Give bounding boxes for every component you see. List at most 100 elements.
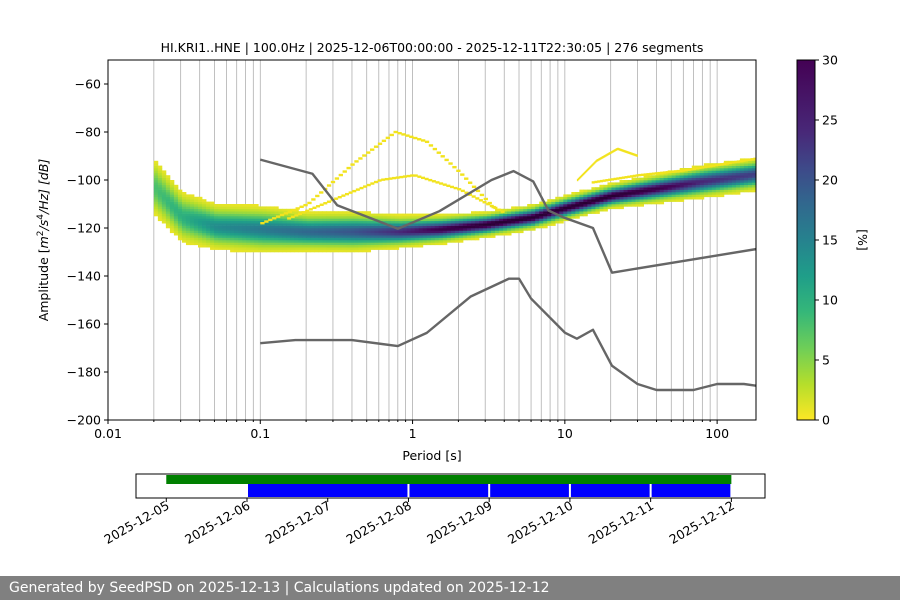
density-cell [462,220,468,224]
outlier-cell [500,210,505,213]
density-cell [470,230,476,234]
density-cell [595,192,600,195]
density-cell [547,204,552,207]
density-cell [298,218,303,222]
density-cell [479,218,484,222]
density-cell [454,235,460,238]
density-cell [675,180,681,183]
density-cell [254,216,259,219]
density-cell [619,180,624,183]
density-cell [446,216,452,219]
density-cell [185,216,191,219]
density-cell [218,228,223,231]
density-cell [727,163,733,166]
density-cell [342,228,347,231]
density-cell [446,232,452,236]
density-cell [378,213,384,217]
density-cell [246,235,251,238]
density-cell [238,249,243,253]
density-cell [479,232,484,236]
density-cell [222,225,227,229]
density-cell [185,204,191,207]
density-cell [474,216,480,219]
density-cell [611,184,616,188]
density-cell [410,216,416,219]
density-cell [157,170,163,174]
density-cell [282,208,287,212]
density-cell [434,235,440,238]
density-cell [202,240,207,243]
density-cell [495,230,500,234]
density-cell [346,237,351,241]
density-cell [599,184,604,188]
density-cell [310,235,315,238]
density-cell [527,220,532,224]
density-cell [551,208,556,212]
density-cell [198,211,203,214]
density-cell [378,247,384,250]
density-cell [394,218,400,222]
density-cell [326,240,331,243]
density-cell [334,232,339,236]
density-cell [559,204,564,207]
outlier-cell [464,177,469,180]
density-cell [169,184,175,188]
density-cell [330,213,335,217]
density-cell [334,220,339,224]
density-cell [615,194,620,198]
density-cell [286,230,291,234]
density-cell [402,213,408,217]
density-cell [491,216,496,219]
density-cell [274,240,279,243]
density-cell [587,206,592,210]
outlier-cell [330,180,336,184]
density-cell [173,184,179,188]
density-cell [322,218,327,222]
density-cell [210,220,215,224]
density-cell [318,218,323,222]
density-cell [450,220,456,224]
density-cell [386,216,392,219]
density-cell [703,170,709,174]
density-cell [667,177,673,181]
density-cell [346,249,351,253]
density-cell [635,184,640,188]
density-cell [575,211,580,214]
outlier-cell [578,176,581,180]
density-cell [575,204,580,207]
density-cell [747,189,753,193]
density-cell [181,220,187,224]
density-cell [571,208,576,212]
density-cell [210,223,215,226]
outlier-cell [381,139,387,143]
density-cell [230,218,235,222]
density-cell [719,175,725,178]
density-cell [254,247,259,250]
density-cell [334,237,339,241]
density-cell [334,216,339,219]
outlier-cell [315,194,320,198]
density-cell [366,225,372,229]
outlier-cell [624,176,628,179]
density-cell [402,244,408,248]
outlier-cell [736,160,740,163]
density-cell [390,230,396,234]
density-cell [691,192,697,195]
density-cell [643,180,649,183]
outlier-cell [605,179,609,182]
density-cell [378,244,384,248]
outlier-cell [471,195,476,198]
density-cell [322,244,327,248]
density-cell [723,187,729,190]
density-cell [250,216,255,219]
density-cell [286,213,291,217]
density-cell [366,235,372,238]
density-cell [687,172,693,176]
outlier-cell [467,181,473,184]
colorbar-tick-label: 0 [822,413,830,428]
density-cell [551,201,556,205]
outlier-cell [671,170,675,173]
density-cell [591,189,596,193]
density-cell [503,208,508,212]
density-cell [198,196,203,200]
